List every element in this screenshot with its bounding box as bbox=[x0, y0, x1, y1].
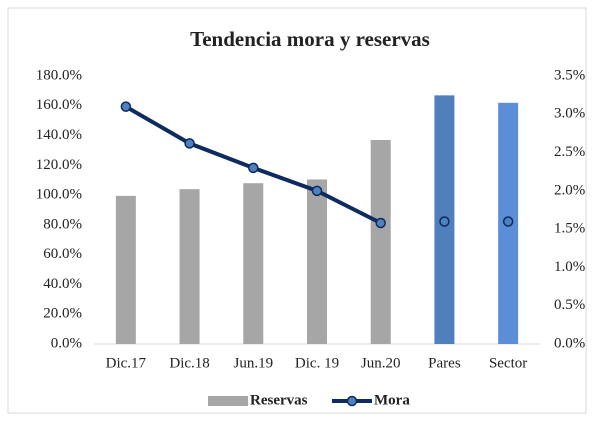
legend-label: Reservas bbox=[250, 392, 308, 408]
y-tick-label: 120.0% bbox=[36, 157, 82, 173]
chart-title: Tendencia mora y reservas bbox=[190, 27, 430, 51]
marker bbox=[311, 185, 323, 197]
y2-tick-label: 2.0% bbox=[554, 182, 585, 198]
marker bbox=[502, 216, 514, 227]
y-tick-label: 100.0% bbox=[36, 187, 82, 203]
y-tick-label: 0.0% bbox=[51, 335, 82, 351]
x-tick-label: Dic. 19 bbox=[295, 355, 339, 371]
bar bbox=[307, 179, 327, 344]
bar bbox=[243, 183, 264, 344]
bar bbox=[179, 189, 200, 344]
y2-tick-label: 3.0% bbox=[554, 106, 585, 122]
marker bbox=[248, 162, 259, 174]
y-tick-label: 140.0% bbox=[36, 127, 82, 143]
marker bbox=[375, 217, 386, 229]
chart-frame bbox=[7, 7, 587, 414]
y-tick-label: 180.0% bbox=[36, 67, 82, 83]
x-tick-label: Sector bbox=[489, 355, 527, 371]
bar bbox=[115, 195, 136, 344]
y-tick-label: 60.0% bbox=[43, 246, 82, 262]
x-tick-label: Dic.18 bbox=[169, 355, 209, 371]
y2-tick-label: 1.0% bbox=[554, 259, 585, 275]
marker bbox=[439, 216, 450, 227]
legend-swatch bbox=[208, 396, 248, 406]
marker bbox=[120, 101, 132, 112]
y2-tick-label: 0.5% bbox=[554, 297, 585, 313]
bar bbox=[370, 140, 391, 344]
legend-marker bbox=[346, 395, 358, 407]
y-tick-label: 20.0% bbox=[43, 306, 82, 322]
y-tick-label: 160.0% bbox=[36, 97, 82, 113]
y2-tick-label: 3.5% bbox=[554, 67, 585, 83]
x-tick-label: Pares bbox=[428, 355, 461, 371]
marker bbox=[184, 138, 195, 149]
y-tick-label: 40.0% bbox=[43, 276, 82, 292]
y2-tick-label: 1.5% bbox=[554, 221, 585, 237]
y2-tick-label: 2.5% bbox=[554, 144, 585, 160]
x-tick-label: Jun.19 bbox=[233, 355, 273, 371]
x-tick-label: Dic.17 bbox=[106, 355, 147, 371]
legend-label: Mora bbox=[374, 392, 410, 408]
y-tick-label: 80.0% bbox=[43, 216, 82, 232]
x-tick-label: Jun.20 bbox=[361, 355, 401, 371]
y2-tick-label: 0.0% bbox=[554, 335, 585, 351]
